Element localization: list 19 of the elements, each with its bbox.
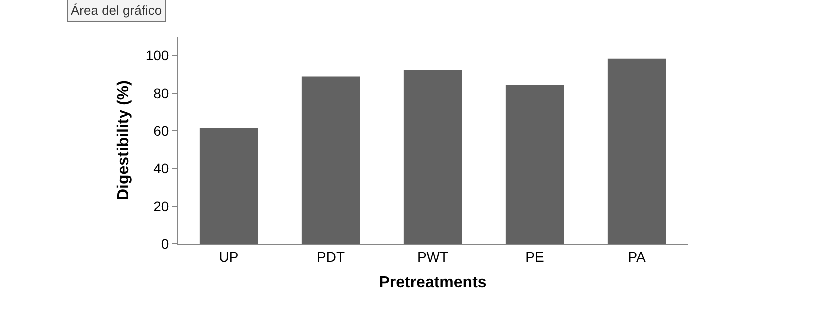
bar [506,86,564,244]
bar [200,128,258,244]
x-axis-title: Pretreatments [379,274,487,292]
y-tick-label: 100 [146,48,170,64]
bar [302,76,360,244]
y-tick-label: 40 [154,160,170,177]
y-tick-label: 60 [154,122,170,139]
y-tick-label: 80 [154,85,170,102]
text: Área del gráfico [71,3,162,18]
x-tick-label: PA [628,248,646,265]
bar [404,70,462,244]
x-tick-label: PDT [317,248,346,265]
y-axis-title: Digestibility (%) [116,80,133,201]
x-tick-label: UP [219,248,239,265]
y-tick-label: 20 [154,198,170,214]
bar [608,58,666,244]
y-tick-label: 0 [161,236,170,252]
x-tick-label: PWT [417,248,449,265]
x-tick-label: PE [526,248,544,265]
